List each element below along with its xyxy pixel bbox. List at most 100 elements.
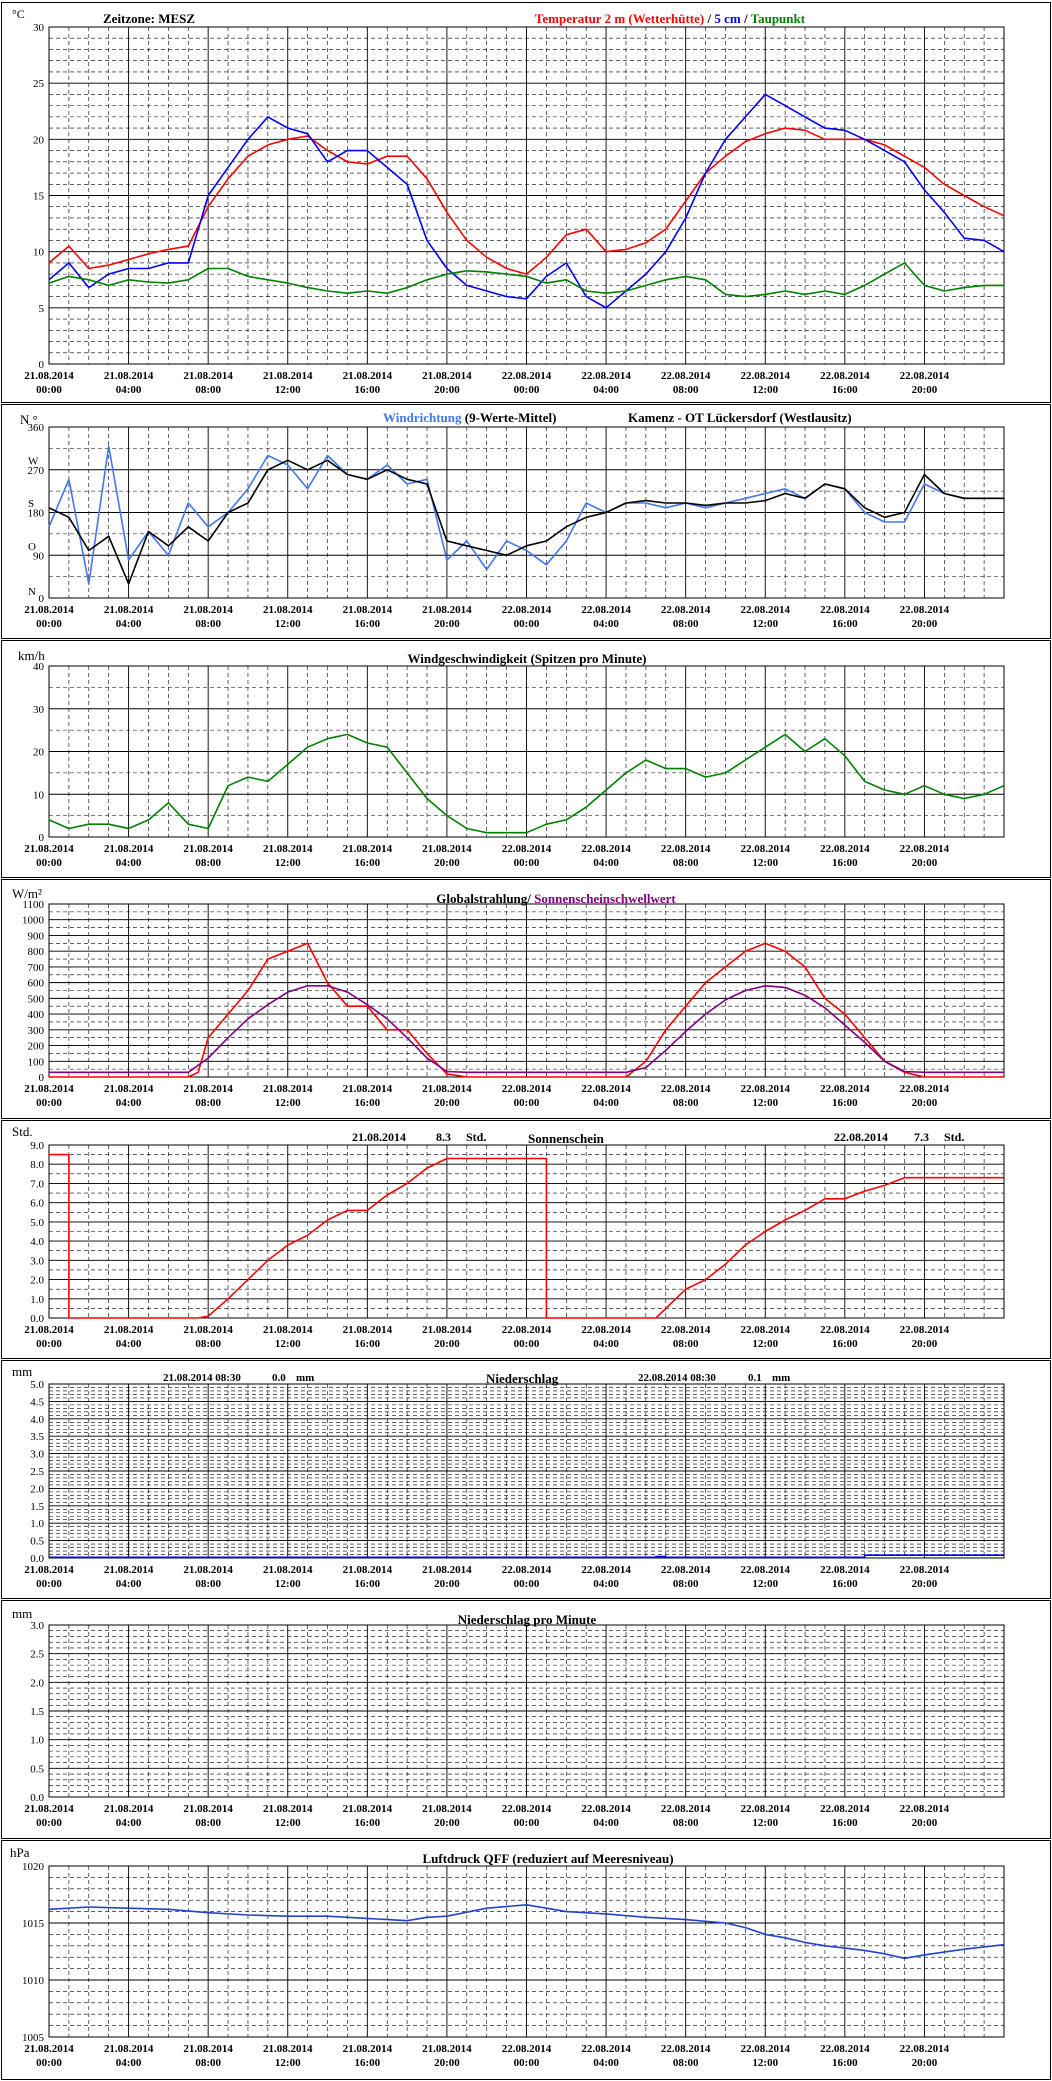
- sunshine-panel: Std. 21.08.2014 8.3 Std. Sonnenschein 22…: [1, 1120, 1051, 1359]
- y-tick-label: 200: [28, 1041, 45, 1053]
- x-tick-date: 22.08.2014: [820, 1324, 870, 1336]
- y-tick-label: 30: [33, 22, 45, 34]
- x-tick-date: 21.08.2014: [343, 1083, 393, 1095]
- x-tick-date: 22.08.2014: [581, 2043, 631, 2055]
- x-tick-date: 22.08.2014: [502, 1083, 552, 1095]
- x-tick-date: 22.08.2014: [900, 1324, 950, 1336]
- x-tick-date: 22.08.2014: [661, 2043, 711, 2055]
- x-tick-date: 22.08.2014: [581, 1324, 631, 1336]
- x-tick-time: 08:00: [195, 857, 221, 869]
- series-line: [48, 1904, 1005, 1960]
- compass-label: W: [28, 455, 39, 467]
- x-tick-time: 00:00: [36, 1097, 62, 1109]
- x-tick-time: 16:00: [832, 1097, 858, 1109]
- precipmin-title: Niederschlag pro Minute: [458, 1612, 597, 1627]
- y-tick-label: 1000: [22, 915, 45, 927]
- series-line: [48, 262, 1004, 298]
- precipitation-per-minute-panel: mm Niederschlag pro Minute 0.0 0.5 1.0 1.5 2…: [1, 1600, 1051, 1839]
- radiation-panel: W/m² Globalstrahlung/ Sonnenscheinschwel…: [1, 879, 1051, 1119]
- x-tick-time: 00:00: [36, 618, 62, 630]
- y-tick-label: 1100: [22, 899, 44, 911]
- plot-border: [48, 426, 1005, 599]
- y-tick-label: 360: [28, 422, 45, 434]
- x-tick-time: 04:00: [116, 2057, 142, 2069]
- y-tick-label: 400: [28, 1009, 45, 1021]
- x-tick-time: 16:00: [354, 2057, 380, 2069]
- x-tick-date: 21.08.2014: [343, 1803, 393, 1815]
- y-tick-label: 1015: [22, 1918, 45, 1930]
- y-tick-label: 180: [28, 508, 45, 520]
- wind-speed-title: Windgeschwindigkeit (Spitzen pro Minute): [408, 651, 647, 666]
- y-tick-label: 3.0: [30, 1255, 44, 1267]
- x-tick-date: 21.08.2014: [183, 1324, 233, 1336]
- x-tick-time: 04:00: [593, 1578, 619, 1590]
- x-tick-date: 22.08.2014: [661, 1324, 711, 1336]
- series-line: [48, 459, 1004, 585]
- y-tick-label: 1020: [22, 1861, 45, 1873]
- precipitation-title: Niederschlag: [486, 1371, 559, 1386]
- y-tick-label: 2.5: [30, 1649, 44, 1661]
- y-tick-label: 30: [33, 704, 45, 716]
- x-tick-date: 21.08.2014: [104, 843, 154, 855]
- wind-speed-unit-label: km/h: [18, 648, 45, 663]
- plot-border: [48, 1144, 1005, 1319]
- x-tick-time: 08:00: [673, 1097, 699, 1109]
- y-tick-label: 1.0: [30, 1735, 44, 1747]
- sunshine-day2-unit: Std.: [944, 1130, 964, 1144]
- x-tick-time: 20:00: [434, 384, 460, 396]
- precip-day1-value: 0.0: [272, 1372, 286, 1384]
- x-tick-time: 12:00: [752, 1817, 778, 1829]
- x-tick-date: 21.08.2014: [24, 370, 74, 382]
- precip-day2-value: 0.1: [748, 1372, 762, 1384]
- x-tick-time: 00:00: [514, 384, 540, 396]
- pressure-unit-label: hPa: [10, 1845, 30, 1860]
- x-tick-time: 20:00: [434, 1338, 460, 1350]
- x-tick-time: 00:00: [36, 857, 62, 869]
- x-tick-time: 12:00: [752, 2057, 778, 2069]
- y-tick-label: 0.0: [30, 1792, 44, 1804]
- y-tick-label: 10: [33, 247, 45, 259]
- x-tick-time: 16:00: [354, 384, 380, 396]
- x-tick-time: 00:00: [514, 857, 540, 869]
- y-tick-label: 5: [39, 303, 45, 315]
- x-tick-date: 21.08.2014: [422, 604, 472, 616]
- x-tick-date: 22.08.2014: [820, 1564, 870, 1576]
- x-tick-date: 21.08.2014: [343, 843, 393, 855]
- series-line: [48, 733, 1005, 834]
- x-tick-time: 08:00: [673, 1578, 699, 1590]
- x-tick-date: 22.08.2014: [900, 1083, 950, 1095]
- x-tick-date: 22.08.2014: [661, 1083, 711, 1095]
- x-tick-time: 20:00: [912, 384, 938, 396]
- panel-frame: [1, 879, 1051, 1119]
- x-tick-time: 04:00: [116, 618, 142, 630]
- x-tick-date: 21.08.2014: [422, 370, 472, 382]
- compass-label: S: [28, 498, 34, 510]
- x-tick-date: 21.08.2014: [263, 1564, 313, 1576]
- y-tick-label: 270: [28, 465, 45, 477]
- x-tick-date: 21.08.2014: [24, 1564, 74, 1576]
- x-tick-date: 21.08.2014: [24, 604, 74, 616]
- precip-day1-unit: mm: [296, 1372, 314, 1384]
- x-tick-time: 12:00: [752, 1338, 778, 1350]
- wind-direction-title: Windrichtung (9-Werte-Mittel): [383, 410, 556, 425]
- x-tick-date: 21.08.2014: [343, 1324, 393, 1336]
- x-tick-time: 12:00: [275, 2057, 301, 2069]
- x-tick-time: 16:00: [832, 857, 858, 869]
- x-tick-date: 21.08.2014: [183, 1803, 233, 1815]
- x-tick-time: 08:00: [673, 857, 699, 869]
- x-tick-date: 21.08.2014: [263, 604, 313, 616]
- precipitation-panel: mm 21.08.2014 08:30 0.0 mm Niederschlag …: [1, 1360, 1051, 1599]
- x-tick-date: 22.08.2014: [661, 843, 711, 855]
- x-tick-time: 16:00: [832, 2057, 858, 2069]
- x-tick-date: 21.08.2014: [422, 1564, 472, 1576]
- compass-label: O: [28, 541, 36, 553]
- x-tick-time: 08:00: [195, 1817, 221, 1829]
- x-tick-date: 22.08.2014: [502, 604, 552, 616]
- y-tick-label: 8.0: [30, 1159, 44, 1171]
- x-tick-time: 04:00: [116, 1338, 142, 1350]
- x-tick-date: 21.08.2014: [422, 2043, 472, 2055]
- temperature-unit-label: °C: [12, 7, 25, 21]
- x-tick-time: 00:00: [514, 1338, 540, 1350]
- x-tick-date: 22.08.2014: [741, 370, 791, 382]
- y-tick-label: 1.0: [30, 1518, 44, 1530]
